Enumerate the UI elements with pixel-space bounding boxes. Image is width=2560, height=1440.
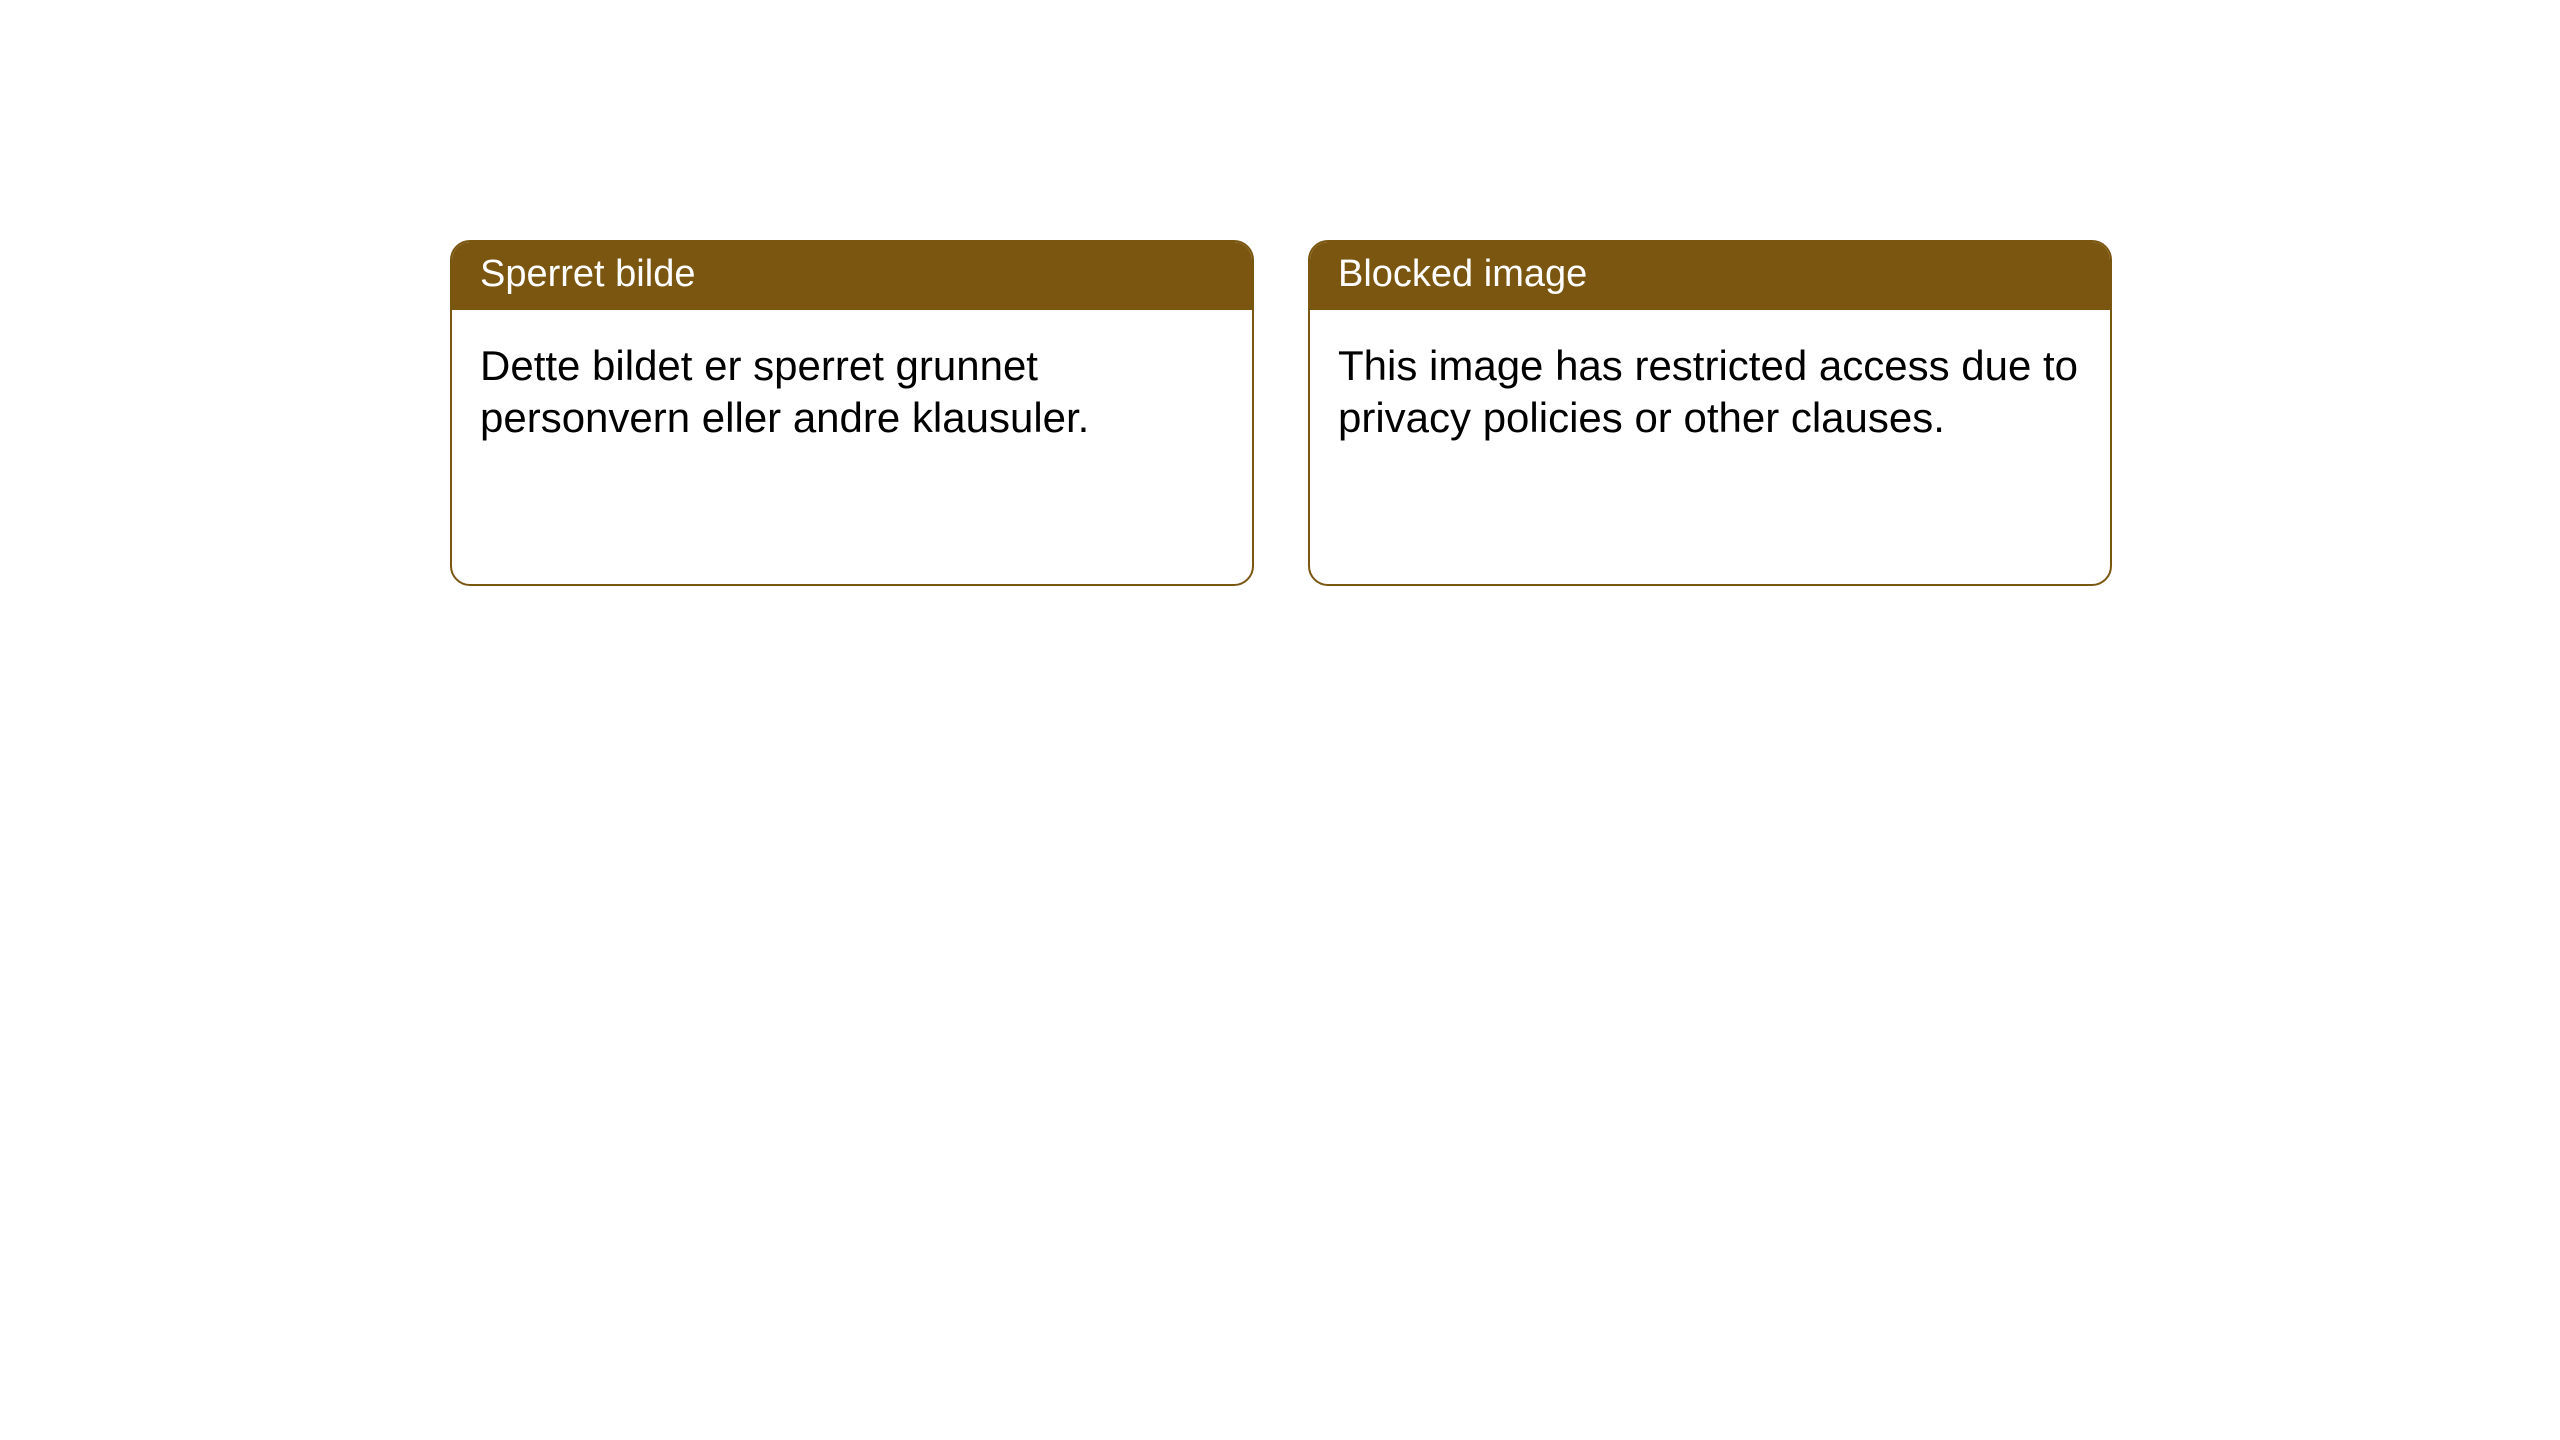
card-header: Sperret bilde [452, 242, 1252, 310]
card-header: Blocked image [1310, 242, 2110, 310]
notice-card-norwegian: Sperret bilde Dette bildet er sperret gr… [450, 240, 1254, 586]
cards-container: Sperret bilde Dette bildet er sperret gr… [450, 240, 2112, 586]
card-body: This image has restricted access due to … [1310, 310, 2110, 584]
card-body: Dette bildet er sperret grunnet personve… [452, 310, 1252, 584]
notice-card-english: Blocked image This image has restricted … [1308, 240, 2112, 586]
